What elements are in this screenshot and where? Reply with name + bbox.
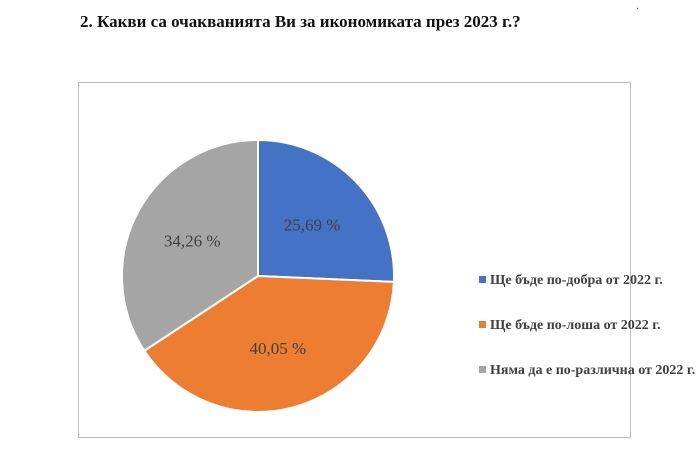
legend-swatch-better: [479, 276, 486, 283]
pie-slice-no-different: [121, 138, 259, 353]
corner-mark: ·: [636, 4, 640, 15]
pie-label-worse: 40,05 %: [250, 339, 307, 358]
legend-label-better: Ще бъде по-добра от 2022 г.: [490, 273, 663, 288]
legend-label-worse: Ще бъде по-лоша от 2022 г.: [490, 318, 661, 333]
pie-label-better: 25,69 %: [284, 215, 341, 234]
question-title: 2. Какви са очакванията Ви за икономикат…: [80, 12, 521, 31]
legend-item-worse: Ще бъде по-лоша от 2022 г.: [479, 316, 699, 335]
legend-item-no-different: Няма да е по-различна от 2022 г.: [479, 361, 699, 380]
legend: Ще бъде по-добра от 2022 г. Ще бъде по-л…: [479, 271, 699, 406]
legend-swatch-worse: [479, 321, 486, 328]
legend-item-better: Ще бъде по-добра от 2022 г.: [479, 271, 699, 290]
pie-slice-better: [257, 138, 395, 283]
pie-label-no-different: 34,26 %: [164, 232, 221, 251]
legend-swatch-no-different: [479, 366, 486, 373]
pie-chart: 25,69 % 40,05 % 34,26 %: [121, 138, 395, 413]
legend-label-no-different: Няма да е по-различна от 2022 г.: [490, 363, 696, 378]
chart-frame: 25,69 % 40,05 % 34,26 % Ще бъде по-добра о…: [78, 82, 695, 438]
